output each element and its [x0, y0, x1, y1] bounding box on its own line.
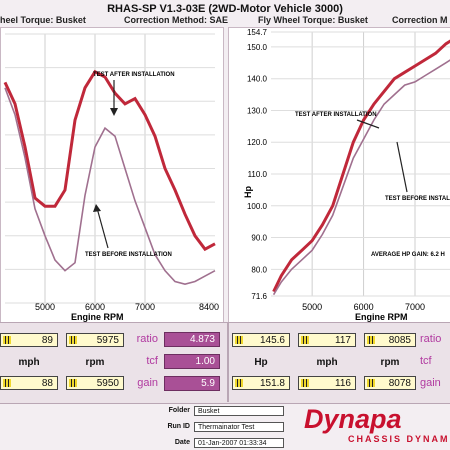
annotation-arrowhead: [110, 108, 118, 116]
logo-subtitle: CHASSIS DYNAM: [348, 434, 450, 444]
right-x-axis-label: Engine RPM: [355, 312, 408, 322]
left-chart-panel: TEST AFTER INSTALLATION TEST BEFORE INSTA…: [0, 27, 224, 324]
ratio-value: 4.873: [164, 332, 220, 347]
readout-box: 145.6: [232, 333, 290, 347]
left-correction-label: Correction Method: SAE: [124, 15, 229, 25]
rpm-label: rpm: [85, 357, 105, 368]
tcf-label: tcf: [146, 355, 158, 367]
x-tick-label: 5000: [35, 302, 55, 312]
x-tick-label: 6000: [85, 302, 105, 312]
gain-label: gain: [137, 377, 158, 389]
annotation-arrow: [356, 119, 380, 129]
ratio-label: ratio: [420, 333, 442, 345]
y-tick-label: 150.0: [247, 43, 268, 52]
readout-box: 8078: [364, 376, 416, 390]
readout-box: 5950: [66, 376, 124, 390]
series-before-line: [4, 87, 216, 286]
readout-box: 5975: [66, 333, 124, 347]
page-title: RHAS-SP V1.3-03E (2WD-Motor Vehicle 3000…: [107, 3, 343, 15]
annotation-before: TEST BEFORE INSTALLATION: [385, 196, 450, 202]
readout-box: 151.8: [232, 376, 290, 390]
y-tick-label: 110.0: [248, 170, 268, 179]
left-torque-chart: TEST AFTER INSTALLATION TEST BEFORE INSTA…: [3, 33, 219, 322]
x-tick-label: 5000: [302, 302, 322, 312]
series-before-line: [272, 59, 450, 296]
right-correction-label: Correction M: [392, 15, 448, 25]
annotation-after: TEST AFTER INSTALLATION: [93, 72, 175, 78]
y-tick-label: 140.0: [247, 75, 268, 84]
folder-label: Folder: [168, 407, 190, 414]
hp-label: Hp: [254, 357, 268, 368]
annotation-arrow: [396, 141, 408, 193]
readout-divider: [227, 322, 229, 402]
mph-label: mph: [18, 357, 40, 368]
y-tick-label: 100.0: [247, 202, 268, 211]
series-after-line: [272, 39, 450, 293]
left-x-axis-label: Engine RPM: [71, 312, 124, 322]
x-tick-label: 7000: [405, 302, 425, 312]
right-torque-label: Fly Wheel Torque: Busket: [258, 15, 368, 25]
annotation-after: TEST AFTER INSTALLATION: [295, 112, 377, 118]
gain-value: 5.9: [164, 376, 220, 391]
runid-field: Thermainator Test: [194, 422, 284, 432]
date-field: 01-Jan-2007 01:33:34: [194, 438, 284, 448]
annotation-gain: AVERAGE HP GAIN: 6.2 H: [371, 252, 445, 258]
runid-label: Run ID: [167, 423, 190, 430]
y-tick-label: 80.0: [251, 265, 267, 274]
date-label: Date: [174, 439, 190, 446]
tcf-label: tcf: [420, 355, 432, 367]
readout-box: 88: [0, 376, 58, 390]
annotation-before: TEST BEFORE INSTALLATION: [85, 252, 172, 258]
annotation-arrowhead: [93, 204, 101, 212]
readout-box: 89: [0, 333, 58, 347]
readout-box: 117: [298, 333, 356, 347]
right-y-axis-label: Hp: [243, 186, 253, 198]
y-tick-label: 90.0: [251, 234, 267, 243]
annotation-arrow: [96, 207, 109, 249]
right-chart-panel: 154.7 150.0 140.0 130.0 120.0 110.0 100.0 90.0 8…: [228, 27, 450, 324]
y-tick-label: 130.0: [247, 106, 268, 115]
y-tick-label: 154.7: [247, 28, 268, 37]
readout-box: 116: [298, 376, 356, 390]
dynapack-logo: Dynapa: [304, 404, 402, 434]
y-tick-label: 120.0: [247, 138, 268, 147]
x-tick-label: 8400: [199, 302, 219, 312]
rpm-label: rpm: [380, 357, 400, 368]
readout-box: 8085: [364, 333, 416, 347]
tcf-value: 1.00: [164, 354, 220, 369]
y-tick-label: 71.6: [251, 292, 267, 301]
series-after-line: [3, 69, 216, 252]
gain-label: gain: [420, 377, 441, 389]
right-hp-chart: 154.7 150.0 140.0 130.0 120.0 110.0 100.0 90.0 8…: [243, 28, 450, 322]
folder-field: Busket: [194, 406, 284, 416]
x-tick-label: 7000: [135, 302, 155, 312]
x-tick-label: 6000: [354, 302, 374, 312]
ratio-label: ratio: [136, 333, 158, 345]
mph-label: mph: [316, 357, 338, 368]
left-torque-label: heel Torque: Busket: [0, 15, 86, 25]
